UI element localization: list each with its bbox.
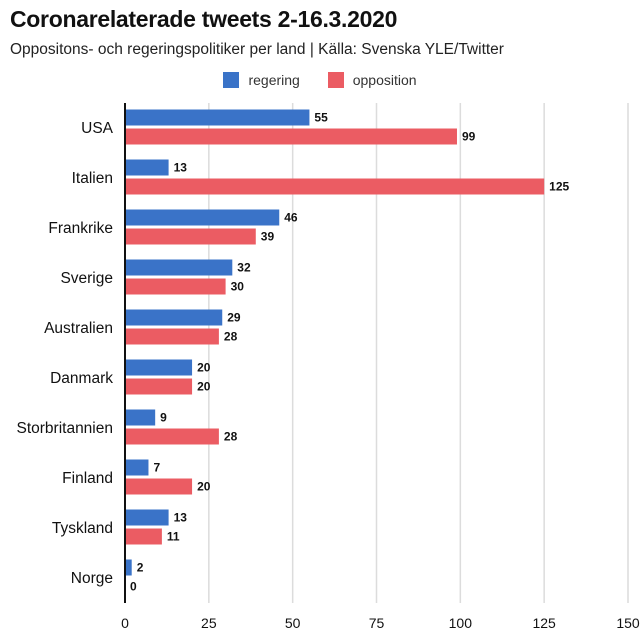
category-label: Italien: [72, 170, 113, 187]
bar-regering: [125, 309, 223, 326]
data-label: 2: [137, 561, 144, 575]
bar-regering: [125, 409, 156, 426]
x-tick-label: 75: [369, 615, 385, 631]
data-label: 55: [314, 111, 328, 125]
legend-item-regering: regering: [223, 72, 300, 88]
data-label: 39: [261, 230, 275, 244]
legend-swatch-opposition: [327, 72, 344, 88]
bar-regering: [125, 159, 169, 176]
bar-opposition: [125, 478, 193, 495]
x-tick-label: 150: [616, 615, 640, 631]
bar-opposition: [125, 428, 219, 445]
chart-subtitle: Oppositons- och regeringspolitiker per l…: [10, 41, 504, 58]
x-tick-label: 25: [201, 615, 217, 631]
bar-regering: [125, 259, 233, 276]
legend-swatch-regering: [223, 72, 240, 88]
data-label: 30: [231, 280, 245, 294]
category-label: Norge: [71, 570, 113, 587]
legend-label-opposition: opposition: [352, 72, 417, 88]
category-label: Australien: [44, 320, 113, 337]
data-label: 125: [549, 180, 569, 194]
chart-title: Coronarelaterade tweets 2-16.3.2020: [10, 6, 398, 32]
bar-regering: [125, 109, 310, 126]
data-label: 32: [237, 261, 251, 275]
bar-opposition: [125, 128, 457, 145]
bar-opposition: [125, 178, 545, 195]
x-tick-label: 125: [532, 615, 556, 631]
bar-regering: [125, 359, 193, 376]
legend: regering opposition: [0, 72, 640, 91]
legend-item-opposition: opposition: [327, 72, 417, 88]
data-label: 0: [130, 580, 137, 594]
data-label: 7: [153, 461, 160, 475]
category-label: USA: [81, 120, 114, 137]
data-label: 29: [227, 311, 241, 325]
x-tick-label: 100: [449, 615, 473, 631]
bar-regering: [125, 459, 149, 476]
data-label: 28: [224, 330, 238, 344]
data-label: 99: [462, 130, 476, 144]
category-label: Storbritannien: [16, 420, 113, 437]
category-label: Frankrike: [48, 220, 113, 237]
category-label: Tyskland: [52, 520, 113, 537]
bar-regering: [125, 559, 132, 576]
category-label: Finland: [62, 470, 113, 487]
data-label: 20: [197, 480, 211, 494]
bar-opposition: [125, 278, 226, 295]
bar-opposition: [125, 528, 162, 545]
data-label: 46: [284, 211, 298, 225]
data-label: 13: [174, 511, 188, 525]
data-label: 20: [197, 380, 211, 394]
bar-regering: [125, 509, 169, 526]
bar-opposition: [125, 228, 256, 245]
category-label: Danmark: [50, 370, 113, 387]
data-label: 20: [197, 361, 211, 375]
bar-opposition: [125, 328, 219, 345]
x-tick-label: 0: [121, 615, 129, 631]
bar-regering: [125, 209, 280, 226]
data-label: 11: [167, 530, 180, 544]
bar-opposition: [125, 378, 193, 395]
data-label: 9: [160, 411, 167, 425]
x-tick-label: 50: [285, 615, 301, 631]
legend-label-regering: regering: [248, 72, 300, 88]
data-label: 28: [224, 430, 238, 444]
category-label: Sverige: [60, 270, 113, 287]
data-label: 13: [174, 161, 188, 175]
